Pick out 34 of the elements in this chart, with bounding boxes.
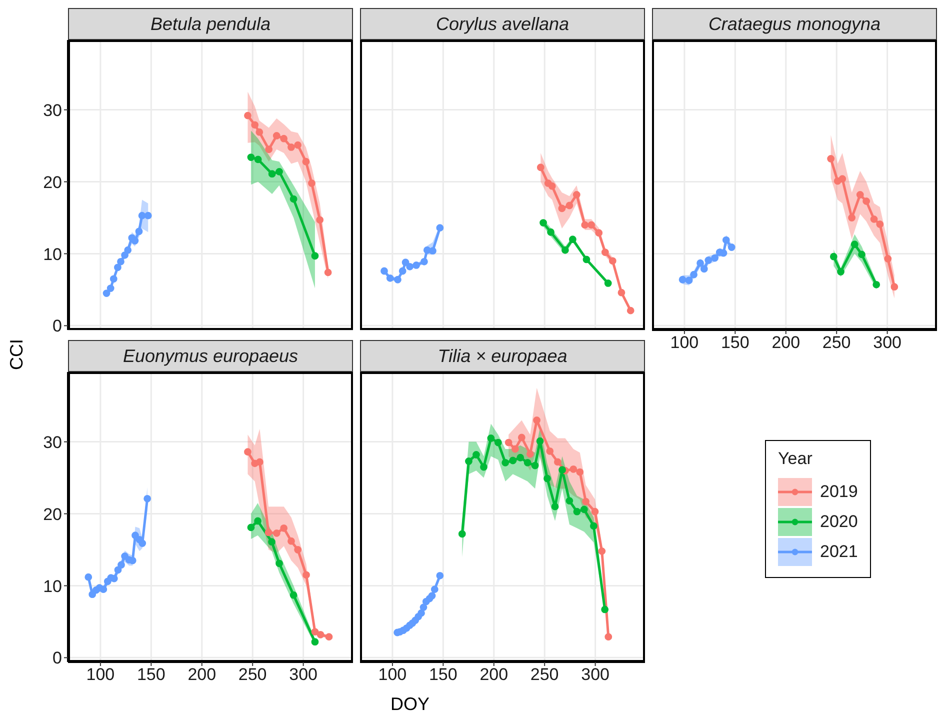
y-tick-label: 30 xyxy=(43,100,62,120)
y-tick-label: 0 xyxy=(52,316,62,336)
x-tick-label: 150 xyxy=(136,665,166,684)
x-tick-label: 250 xyxy=(238,665,267,684)
x-tick-label: 100 xyxy=(86,665,115,684)
x-tick-label: 250 xyxy=(530,665,559,684)
x-tick-label: 250 xyxy=(822,333,851,352)
y-tick-label: 20 xyxy=(43,504,62,524)
y-tick-label: 30 xyxy=(43,432,62,452)
chart-title: Betula pendula xyxy=(68,8,353,40)
x-tick-label: 300 xyxy=(289,665,318,684)
x-axis-title: DOY xyxy=(389,694,430,715)
legend-label: 2021 xyxy=(820,542,858,562)
x-tick-label: 150 xyxy=(720,333,750,352)
y-tick-label: 10 xyxy=(43,576,62,596)
chart-title: Tilia × europaea xyxy=(360,340,645,372)
x-tick-label: 100 xyxy=(670,333,699,352)
x-tick-label: 200 xyxy=(772,333,800,352)
y-tick-label: 20 xyxy=(43,172,62,192)
chart-title: Corylus avellana xyxy=(360,8,645,40)
chart-title: Euonymus europaeus xyxy=(68,340,353,372)
legend-title: Year xyxy=(778,449,814,469)
x-tick-label: 200 xyxy=(480,665,508,684)
y-axis-title: CCI xyxy=(6,339,28,370)
x-tick-label: 150 xyxy=(428,665,458,684)
x-tick-label: 100 xyxy=(378,665,407,684)
legend-label: 2020 xyxy=(820,512,858,532)
y-tick-label: 0 xyxy=(52,648,62,668)
x-tick-label: 200 xyxy=(188,665,216,684)
x-tick-label: 300 xyxy=(581,665,610,684)
chart-title: Crataegus monogyna xyxy=(652,8,937,40)
legend-label: 2019 xyxy=(820,482,858,502)
y-tick-label: 10 xyxy=(43,244,62,264)
x-tick-label: 300 xyxy=(873,333,902,352)
